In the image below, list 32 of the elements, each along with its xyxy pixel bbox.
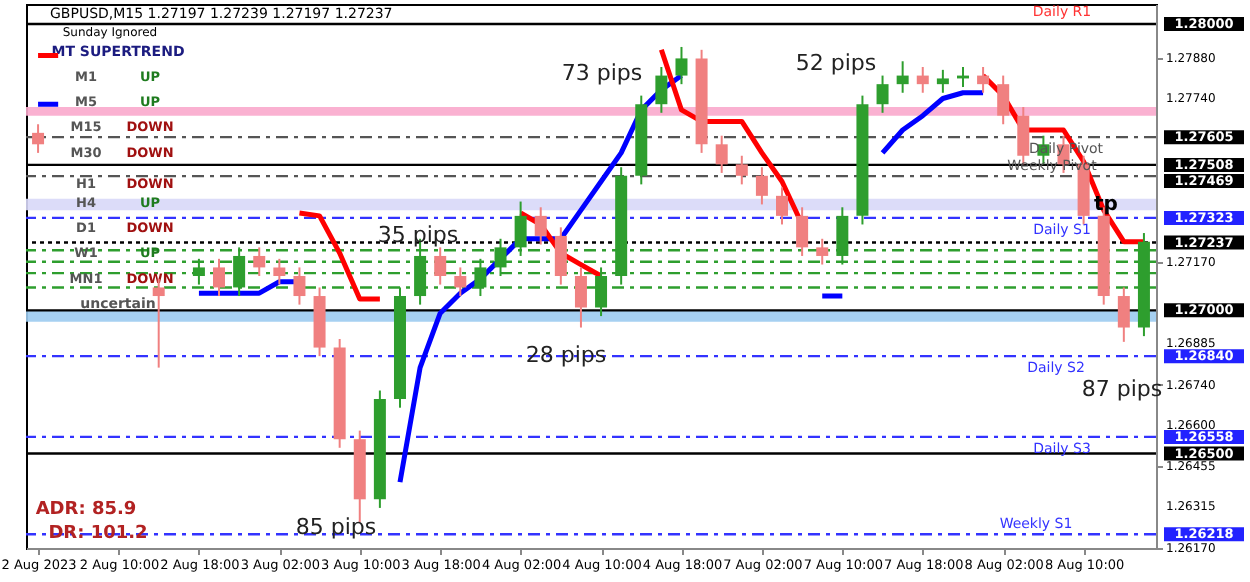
candlestick: [675, 45, 688, 86]
candlestick: [876, 74, 889, 114]
candlestick: [997, 74, 1010, 126]
annotation: 52 pips: [795, 50, 877, 76]
candlestick: [816, 237, 829, 266]
candlestick: [936, 68, 949, 94]
candlestick: [1117, 286, 1130, 343]
annotation: 87 pips: [1081, 376, 1163, 402]
annotation: 73 pips: [561, 60, 643, 86]
candlestick: [655, 65, 668, 114]
candlestick: [534, 206, 547, 246]
candlestick: [213, 257, 226, 298]
candlestick: [796, 206, 809, 257]
candlestick: [273, 257, 286, 286]
candlestick: [554, 226, 567, 286]
candlestick: [735, 154, 748, 186]
candlestick: [755, 166, 768, 206]
candlestick: [574, 266, 587, 329]
candlestick: [32, 123, 45, 154]
candlestick: [293, 266, 306, 306]
candlestick: [916, 65, 929, 94]
candlestick: [253, 246, 266, 277]
annotation: DR: 101.2: [48, 524, 148, 544]
candlestick: [454, 266, 467, 298]
annotation: 35 pips: [377, 221, 459, 248]
candlestick: [977, 65, 990, 94]
candlestick: [776, 186, 789, 226]
annotation: 85 pips: [295, 513, 377, 540]
candlestick: [896, 60, 909, 94]
candlestick: [715, 134, 728, 174]
candlestick: [434, 246, 447, 286]
annotation: ADR: 85.9: [35, 500, 137, 520]
